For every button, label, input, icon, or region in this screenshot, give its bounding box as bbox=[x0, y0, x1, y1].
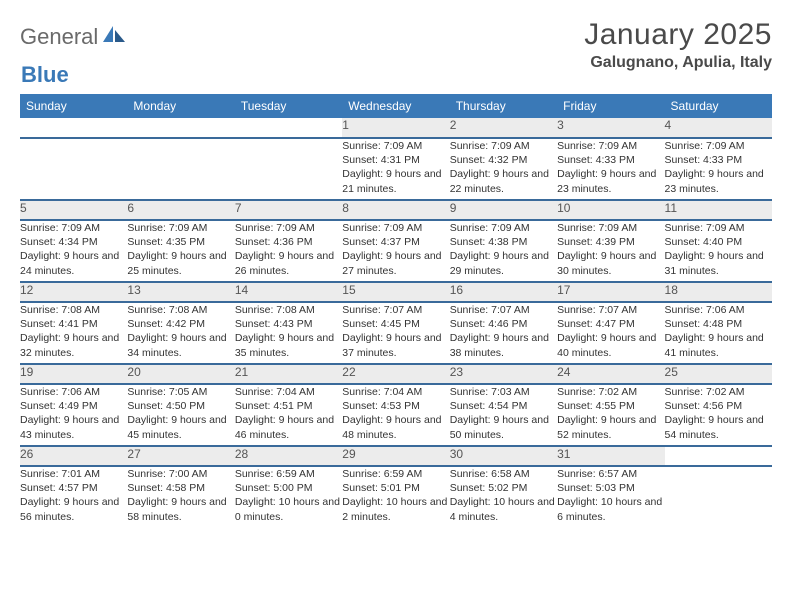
day-detail-cell: Sunrise: 7:08 AMSunset: 4:43 PMDaylight:… bbox=[235, 302, 342, 364]
day-number-row: 19202122232425 bbox=[20, 364, 772, 384]
day-header: Saturday bbox=[665, 94, 772, 118]
day-detail-cell: Sunrise: 6:59 AMSunset: 5:01 PMDaylight:… bbox=[342, 466, 449, 528]
day-number-cell: 5 bbox=[20, 200, 127, 220]
day-detail-cell: Sunrise: 7:09 AMSunset: 4:32 PMDaylight:… bbox=[450, 138, 557, 200]
day-number-cell: 16 bbox=[450, 282, 557, 302]
day-detail-cell bbox=[127, 138, 234, 200]
day-header: Monday bbox=[127, 94, 234, 118]
day-detail-cell: Sunrise: 7:09 AMSunset: 4:33 PMDaylight:… bbox=[665, 138, 772, 200]
day-detail-cell: Sunrise: 7:09 AMSunset: 4:35 PMDaylight:… bbox=[127, 220, 234, 282]
day-number-cell: 3 bbox=[557, 118, 664, 138]
day-number-row: 12131415161718 bbox=[20, 282, 772, 302]
day-header: Friday bbox=[557, 94, 664, 118]
day-detail-cell: Sunrise: 7:07 AMSunset: 4:47 PMDaylight:… bbox=[557, 302, 664, 364]
day-number-cell: 14 bbox=[235, 282, 342, 302]
calendar-table: Sunday Monday Tuesday Wednesday Thursday… bbox=[20, 94, 772, 528]
day-number-cell: 28 bbox=[235, 446, 342, 466]
day-detail-cell: Sunrise: 7:02 AMSunset: 4:55 PMDaylight:… bbox=[557, 384, 664, 446]
day-number-cell: 22 bbox=[342, 364, 449, 384]
day-number-cell: 20 bbox=[127, 364, 234, 384]
day-detail-cell: Sunrise: 7:06 AMSunset: 4:49 PMDaylight:… bbox=[20, 384, 127, 446]
day-number-cell: 15 bbox=[342, 282, 449, 302]
day-header: Wednesday bbox=[342, 94, 449, 118]
day-number-cell bbox=[235, 118, 342, 138]
day-number-cell: 7 bbox=[235, 200, 342, 220]
day-detail-cell: Sunrise: 6:59 AMSunset: 5:00 PMDaylight:… bbox=[235, 466, 342, 528]
logo: General bbox=[20, 18, 127, 50]
day-number-cell: 24 bbox=[557, 364, 664, 384]
day-detail-cell: Sunrise: 7:09 AMSunset: 4:31 PMDaylight:… bbox=[342, 138, 449, 200]
day-detail-cell: Sunrise: 7:09 AMSunset: 4:36 PMDaylight:… bbox=[235, 220, 342, 282]
logo-text-2: Blue bbox=[21, 62, 69, 88]
day-detail-cell: Sunrise: 7:04 AMSunset: 4:51 PMDaylight:… bbox=[235, 384, 342, 446]
day-detail-cell: Sunrise: 7:09 AMSunset: 4:34 PMDaylight:… bbox=[20, 220, 127, 282]
day-detail-cell: Sunrise: 7:07 AMSunset: 4:46 PMDaylight:… bbox=[450, 302, 557, 364]
day-number-cell: 6 bbox=[127, 200, 234, 220]
day-number-cell: 29 bbox=[342, 446, 449, 466]
day-detail-cell: Sunrise: 7:08 AMSunset: 4:41 PMDaylight:… bbox=[20, 302, 127, 364]
day-detail-cell: Sunrise: 7:08 AMSunset: 4:42 PMDaylight:… bbox=[127, 302, 234, 364]
day-number-cell: 30 bbox=[450, 446, 557, 466]
day-number-cell: 4 bbox=[665, 118, 772, 138]
day-detail-row: Sunrise: 7:09 AMSunset: 4:34 PMDaylight:… bbox=[20, 220, 772, 282]
day-number-cell: 13 bbox=[127, 282, 234, 302]
day-number-cell: 1 bbox=[342, 118, 449, 138]
day-header: Thursday bbox=[450, 94, 557, 118]
day-header: Sunday bbox=[20, 94, 127, 118]
day-detail-cell: Sunrise: 7:05 AMSunset: 4:50 PMDaylight:… bbox=[127, 384, 234, 446]
day-detail-cell: Sunrise: 6:57 AMSunset: 5:03 PMDaylight:… bbox=[557, 466, 664, 528]
day-detail-cell: Sunrise: 7:01 AMSunset: 4:57 PMDaylight:… bbox=[20, 466, 127, 528]
day-number-cell: 2 bbox=[450, 118, 557, 138]
day-number-cell: 11 bbox=[665, 200, 772, 220]
day-detail-cell: Sunrise: 6:58 AMSunset: 5:02 PMDaylight:… bbox=[450, 466, 557, 528]
day-detail-cell: Sunrise: 7:09 AMSunset: 4:37 PMDaylight:… bbox=[342, 220, 449, 282]
day-number-cell bbox=[20, 118, 127, 138]
day-detail-cell: Sunrise: 7:07 AMSunset: 4:45 PMDaylight:… bbox=[342, 302, 449, 364]
day-number-cell: 27 bbox=[127, 446, 234, 466]
day-number-row: 1234 bbox=[20, 118, 772, 138]
logo-text-1: General bbox=[20, 24, 98, 50]
day-number-cell: 9 bbox=[450, 200, 557, 220]
day-number-cell: 18 bbox=[665, 282, 772, 302]
day-detail-cell: Sunrise: 7:02 AMSunset: 4:56 PMDaylight:… bbox=[665, 384, 772, 446]
day-number-cell: 8 bbox=[342, 200, 449, 220]
day-detail-cell: Sunrise: 7:09 AMSunset: 4:33 PMDaylight:… bbox=[557, 138, 664, 200]
day-number-cell: 10 bbox=[557, 200, 664, 220]
day-detail-row: Sunrise: 7:09 AMSunset: 4:31 PMDaylight:… bbox=[20, 138, 772, 200]
day-detail-cell bbox=[665, 466, 772, 528]
day-number-cell: 19 bbox=[20, 364, 127, 384]
day-number-row: 262728293031 bbox=[20, 446, 772, 466]
day-number-cell: 17 bbox=[557, 282, 664, 302]
day-number-cell: 26 bbox=[20, 446, 127, 466]
location: Galugnano, Apulia, Italy bbox=[584, 54, 772, 72]
day-detail-row: Sunrise: 7:01 AMSunset: 4:57 PMDaylight:… bbox=[20, 466, 772, 528]
day-detail-cell: Sunrise: 7:00 AMSunset: 4:58 PMDaylight:… bbox=[127, 466, 234, 528]
day-number-cell: 25 bbox=[665, 364, 772, 384]
day-detail-cell: Sunrise: 7:09 AMSunset: 4:40 PMDaylight:… bbox=[665, 220, 772, 282]
day-detail-row: Sunrise: 7:08 AMSunset: 4:41 PMDaylight:… bbox=[20, 302, 772, 364]
day-number-cell bbox=[127, 118, 234, 138]
day-detail-row: Sunrise: 7:06 AMSunset: 4:49 PMDaylight:… bbox=[20, 384, 772, 446]
day-detail-cell: Sunrise: 7:04 AMSunset: 4:53 PMDaylight:… bbox=[342, 384, 449, 446]
day-number-cell: 31 bbox=[557, 446, 664, 466]
day-number-row: 567891011 bbox=[20, 200, 772, 220]
day-detail-cell: Sunrise: 7:03 AMSunset: 4:54 PMDaylight:… bbox=[450, 384, 557, 446]
day-detail-cell bbox=[20, 138, 127, 200]
day-detail-cell: Sunrise: 7:09 AMSunset: 4:39 PMDaylight:… bbox=[557, 220, 664, 282]
day-number-cell: 12 bbox=[20, 282, 127, 302]
day-number-cell: 23 bbox=[450, 364, 557, 384]
day-detail-cell: Sunrise: 7:06 AMSunset: 4:48 PMDaylight:… bbox=[665, 302, 772, 364]
day-number-cell bbox=[665, 446, 772, 466]
day-header-row: Sunday Monday Tuesday Wednesday Thursday… bbox=[20, 94, 772, 118]
month-title: January 2025 bbox=[584, 18, 772, 52]
day-detail-cell: Sunrise: 7:09 AMSunset: 4:38 PMDaylight:… bbox=[450, 220, 557, 282]
day-number-cell: 21 bbox=[235, 364, 342, 384]
day-header: Tuesday bbox=[235, 94, 342, 118]
day-detail-cell bbox=[235, 138, 342, 200]
logo-sail-icon bbox=[101, 24, 127, 44]
